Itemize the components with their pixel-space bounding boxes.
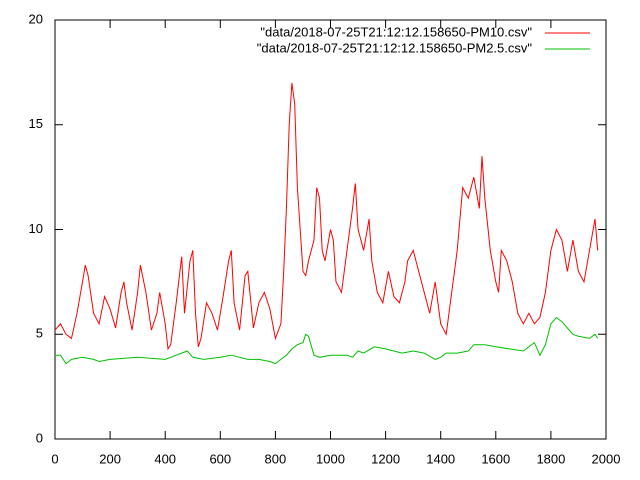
y-tick-label: 5	[36, 326, 43, 341]
x-tick-label: 400	[154, 451, 176, 466]
y-tick-label: 0	[36, 430, 43, 445]
x-tick-label: 1400	[426, 451, 455, 466]
x-tick-label: 1200	[371, 451, 400, 466]
series-line	[54, 82, 599, 351]
y-tick-label: 15	[29, 116, 43, 131]
x-tick-label: 800	[265, 451, 287, 466]
x-tick-label: 1800	[536, 451, 565, 466]
series-line	[55, 316, 599, 365]
x-tick-label: 600	[209, 451, 231, 466]
legend-label: "data/2018-07-25T21:12:12.158650-PM10.cs…	[260, 24, 532, 39]
x-tick-label: 200	[99, 451, 121, 466]
x-tick-label: 1000	[316, 451, 345, 466]
legend-label: "data/2018-07-25T21:12:12.158650-PM2.5.c…	[257, 40, 533, 55]
x-tick-label: 2000	[592, 451, 621, 466]
y-tick-label: 20	[29, 11, 43, 26]
y-tick-label: 10	[29, 221, 43, 236]
x-tick-label: 1600	[481, 451, 510, 466]
x-tick-label: 0	[51, 451, 58, 466]
